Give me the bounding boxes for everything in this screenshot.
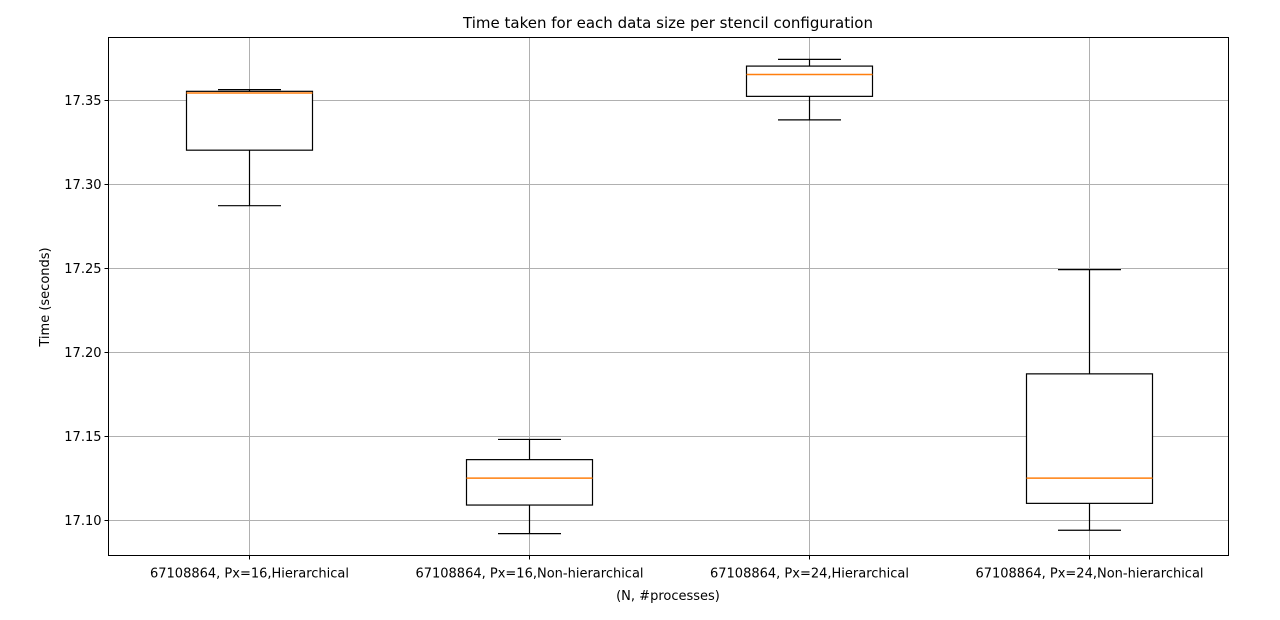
x-axis-label: (N, #processes) [616,589,720,604]
y-tick-label: 17.15 [64,430,101,445]
iqr-box [185,90,314,151]
y-tick-label: 17.10 [64,514,101,529]
iqr-box [465,459,594,506]
y-tick-label: 17.35 [64,94,101,109]
x-tick-label: 67108864, Px=24,Hierarchical [710,567,909,582]
y-tick-label: 17.25 [64,262,101,277]
y-tick-label: 17.30 [64,178,101,193]
iqr-box [1025,373,1154,504]
box-group [185,89,314,207]
y-axis-label: Time (seconds) [38,247,53,347]
iqr-box [745,65,874,97]
x-tick-label: 67108864, Px=16,Hierarchical [150,567,349,582]
chart-title: Time taken for each data size per stenci… [462,14,873,32]
plot-frame [108,37,1229,556]
boxes [185,58,1154,535]
box-group [1025,268,1154,531]
x-tick-label: 67108864, Px=16,Non-hierarchical [415,567,643,582]
box-group [745,58,874,121]
y-tick-label: 17.20 [64,346,101,361]
x-tick-label: 67108864, Px=24,Non-hierarchical [975,567,1203,582]
axis-ticks: 17.10 17.15 17.20 17.25 17.30 17.35 67108864, … [64,94,1203,582]
box-group [465,438,594,535]
